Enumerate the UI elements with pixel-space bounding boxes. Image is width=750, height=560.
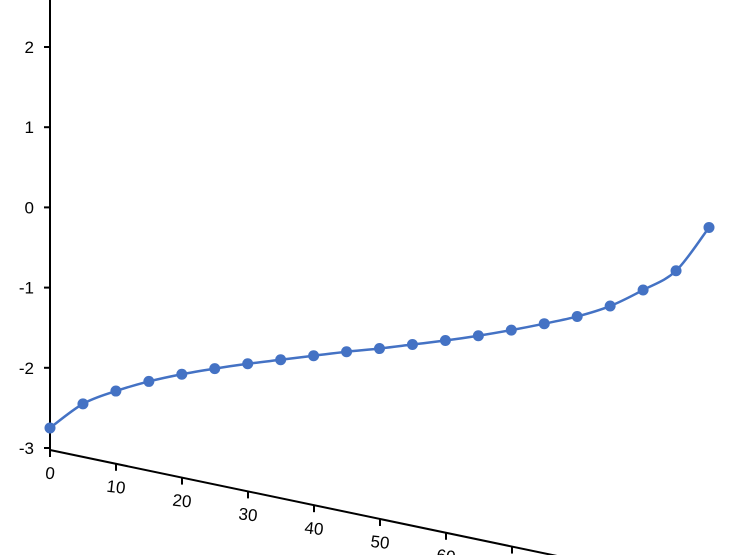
y-tick-label: -2: [19, 359, 34, 378]
data-point: [143, 375, 155, 387]
data-point: [44, 422, 56, 434]
data-point: [242, 358, 254, 370]
x-tick-label: 20: [172, 491, 193, 512]
series-group: [44, 221, 715, 434]
data-point: [604, 300, 616, 312]
x-tick-label: 30: [238, 504, 259, 525]
data-point: [505, 324, 517, 336]
data-point: [637, 284, 649, 296]
x-tick-label: 60: [436, 546, 457, 555]
y-tick-label: -1: [19, 279, 34, 298]
series-line: [49, 226, 710, 429]
data-point: [110, 385, 122, 397]
x-axis-line: [49, 449, 582, 560]
tick-labels: 210-1-2-3010203040506070: [19, 38, 523, 560]
data-point: [308, 350, 320, 362]
data-point: [275, 354, 287, 366]
y-tick-label: 2: [25, 38, 34, 57]
data-point: [472, 330, 484, 342]
data-point: [176, 368, 188, 380]
x-tick-label: 50: [370, 532, 391, 553]
y-tick-label: 1: [25, 118, 34, 137]
data-point: [703, 221, 715, 233]
data-point: [406, 339, 418, 351]
x-tick-label: 10: [106, 477, 127, 498]
data-point: [341, 346, 353, 358]
y-tick-label: 0: [25, 198, 34, 217]
y-tick-label: -3: [19, 439, 34, 458]
x-tick-label: 40: [304, 518, 325, 539]
data-point: [571, 310, 583, 322]
data-point: [439, 335, 451, 347]
x-tick-label: 0: [44, 464, 56, 484]
data-point: [77, 398, 89, 410]
data-point: [670, 265, 682, 277]
data-point: [209, 363, 221, 375]
axes: [44, 0, 582, 560]
data-point: [538, 318, 550, 330]
data-point: [374, 343, 385, 355]
